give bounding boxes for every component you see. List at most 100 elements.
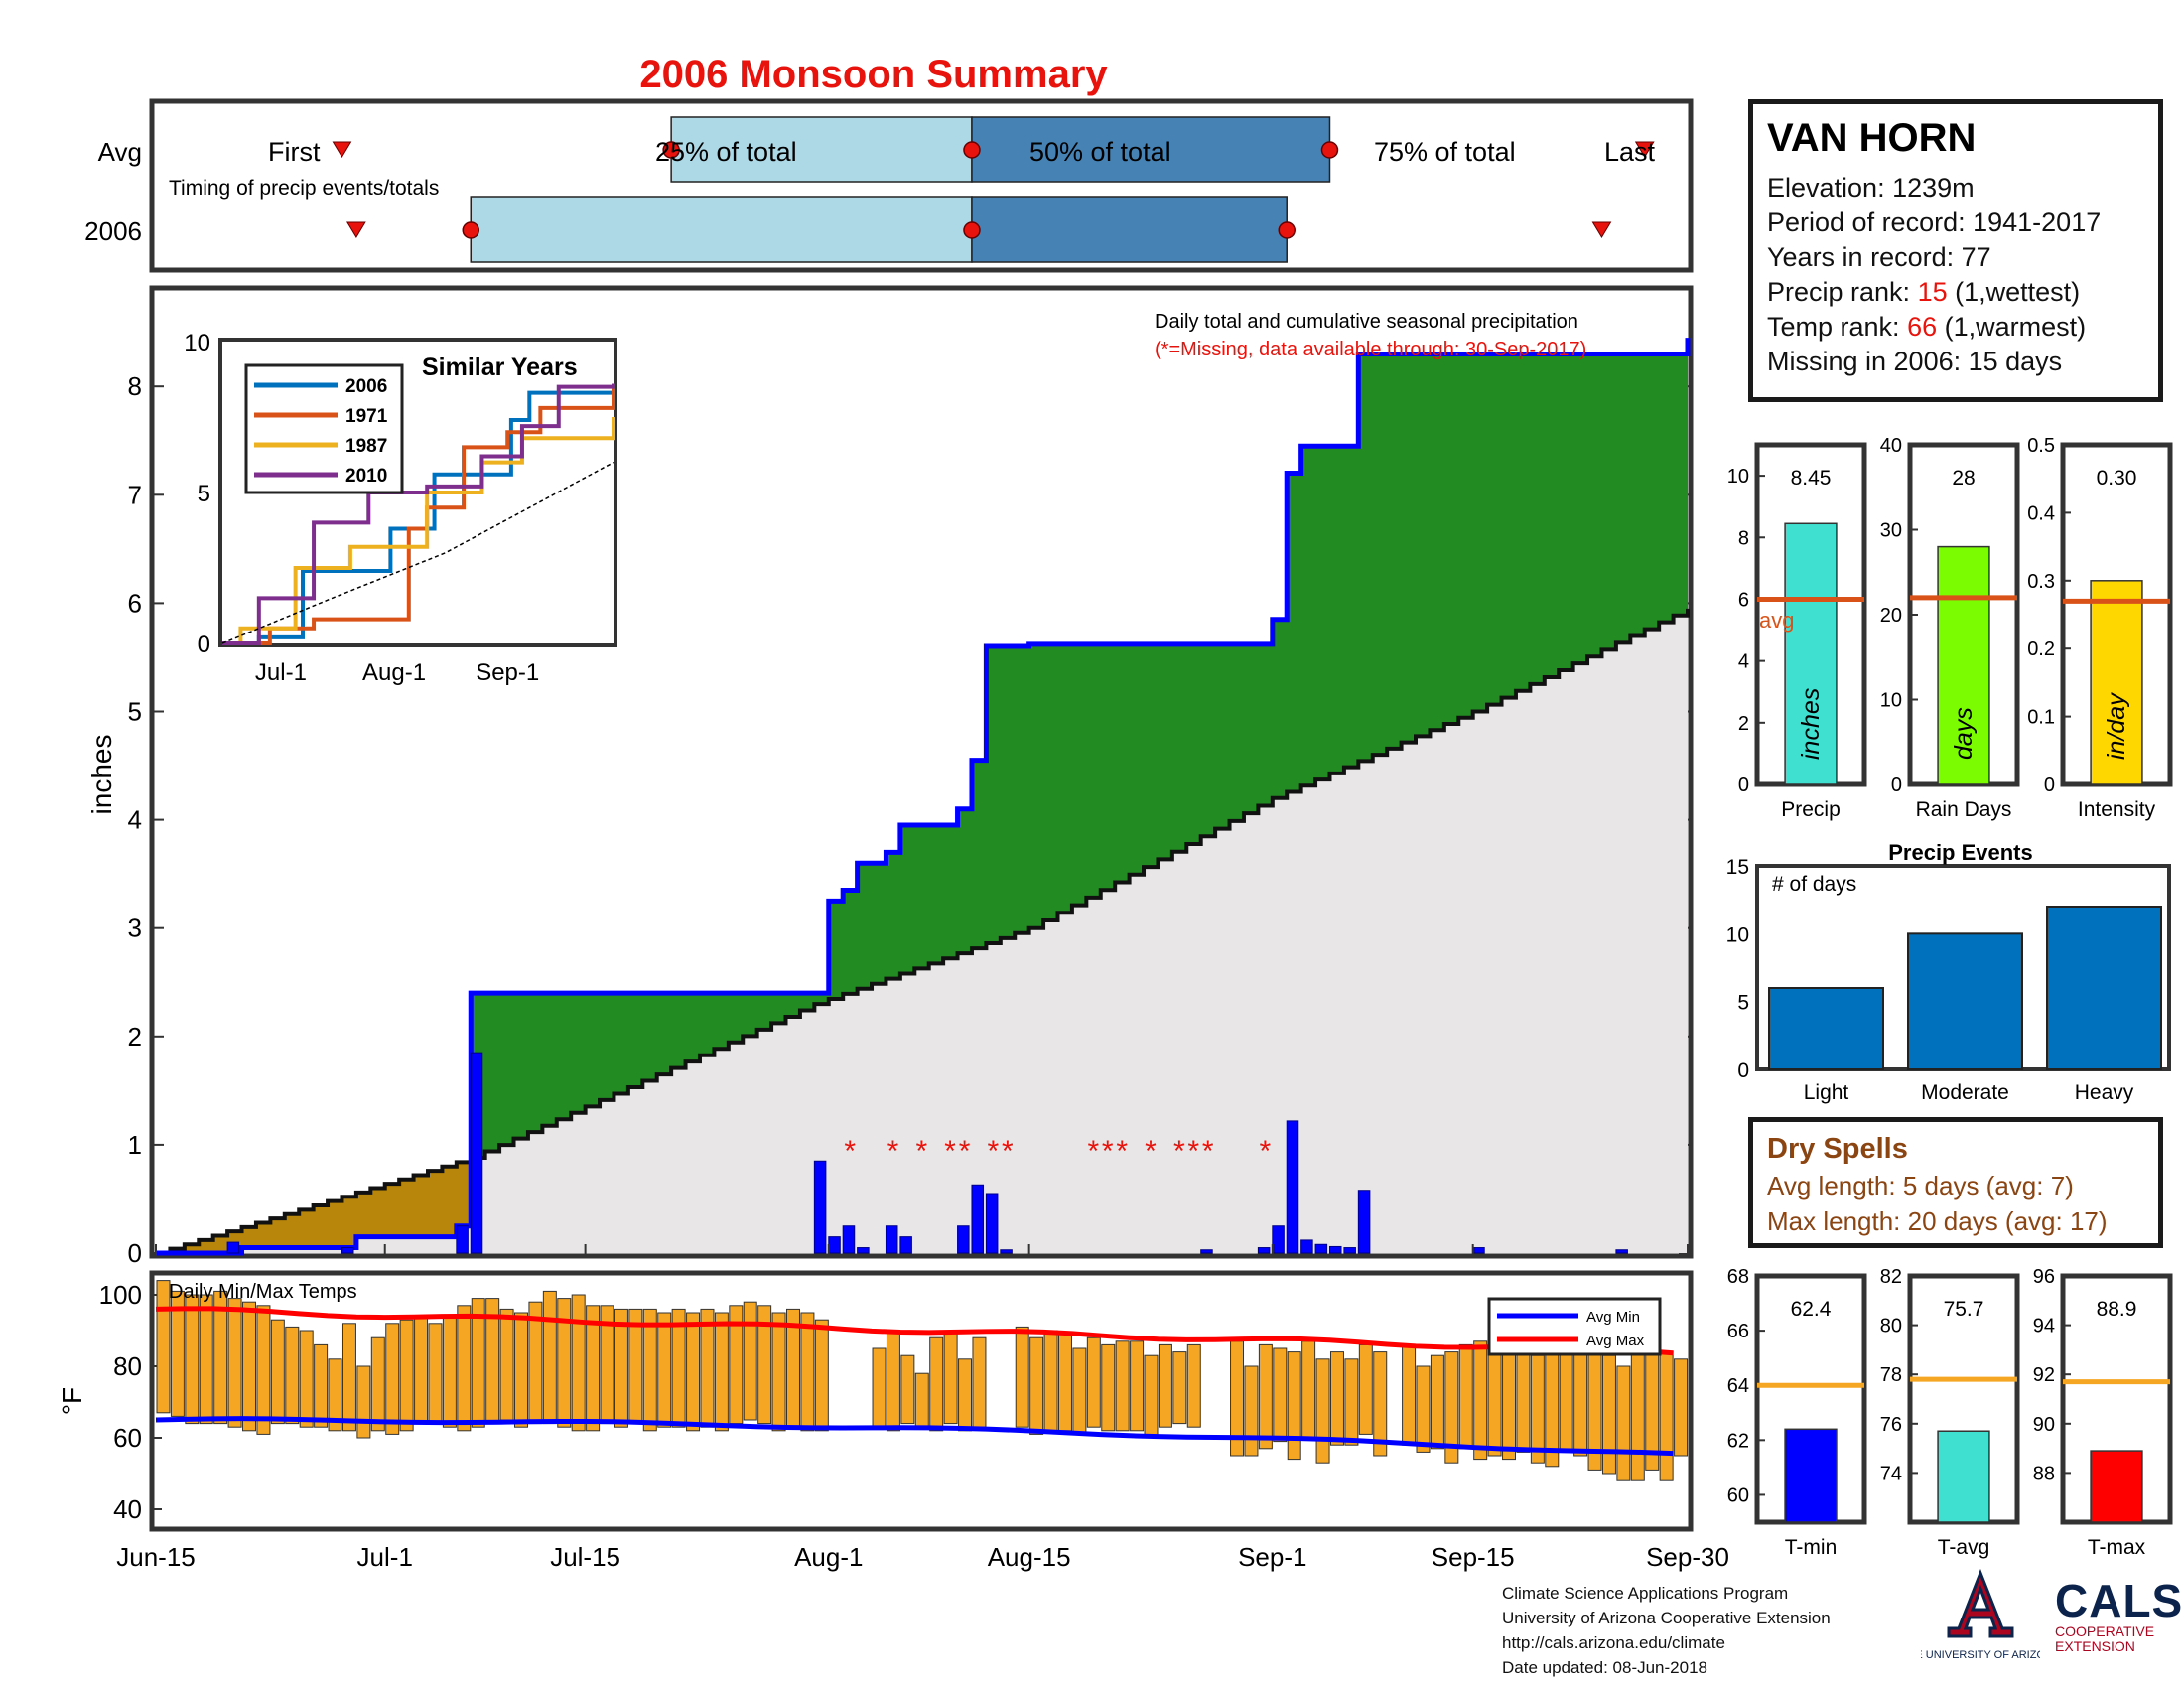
- missing-day-marker: *: [1116, 1135, 1128, 1168]
- timing-dot-year-2: [1278, 221, 1296, 239]
- summary-ytick-label: 60: [1727, 1484, 1749, 1506]
- precip-events-ylabel: # of days: [1772, 873, 1856, 896]
- temp-range-bar: [299, 1330, 314, 1428]
- summary-axis-label: T-avg: [1938, 1536, 1990, 1559]
- precip-events-category-label: Heavy: [2075, 1081, 2134, 1104]
- summary-unit-label: inches: [1797, 688, 1825, 760]
- main-ytick-label: 6: [128, 588, 142, 618]
- timing-dot-avg-2: [1320, 141, 1339, 159]
- inset-ytick-label: 0: [198, 632, 210, 658]
- daily-precip-bar: [1200, 1249, 1213, 1254]
- inset-xtick-label: Aug-1: [362, 659, 426, 686]
- summary-ytick-label: 6: [1738, 589, 1749, 611]
- temp-rank-value: 66: [1907, 312, 1938, 342]
- temp-range-bar: [1502, 1340, 1517, 1461]
- xtick-label: Jul-1: [357, 1542, 413, 1572]
- temp-range-bar: [1144, 1354, 1159, 1439]
- precip-events-category-label: Moderate: [1921, 1081, 2009, 1104]
- temp-range-bar: [1130, 1340, 1145, 1432]
- temp-range-bar: [1659, 1351, 1674, 1481]
- daily-precip-bar: [842, 1225, 856, 1254]
- summary-unit-label: in/day: [2103, 692, 2130, 760]
- timing-p50-label: 50% of total: [1029, 137, 1171, 167]
- daily-precip-bar: [1343, 1247, 1356, 1254]
- temp-range-bar: [714, 1312, 729, 1432]
- daily-precip-bar: [971, 1184, 985, 1254]
- missing-day-marker: *: [944, 1135, 956, 1168]
- similar-years-title: Similar Years: [422, 353, 578, 381]
- temp-ytick-label: 40: [113, 1494, 142, 1524]
- temp-range-bar: [1072, 1347, 1087, 1435]
- timing-p75-label: 75% of total: [1374, 137, 1516, 167]
- temp-range-bar: [900, 1354, 915, 1425]
- timing-triangle-year-0: [346, 221, 366, 238]
- timing-row-year-label: 2006: [84, 216, 142, 246]
- temp-range-bar: [156, 1280, 171, 1414]
- summary-panels: 0 2 4 6 8 10 8.45 Precip inches 0 10 20 30 40 28 Rain D…: [1727, 435, 2173, 821]
- temp-range-bar: [1158, 1343, 1172, 1428]
- temp-range-bar: [356, 1365, 371, 1439]
- summary-axis-label: T-min: [1785, 1536, 1838, 1559]
- temp-range-bar: [1172, 1351, 1187, 1425]
- summary-ytick-label: 0: [1891, 774, 1902, 796]
- temp-chart-ylabel: °F: [57, 1387, 87, 1415]
- temp-range-bar: [557, 1298, 572, 1428]
- daily-precip-bar: [1328, 1245, 1342, 1254]
- temp-range-bar: [700, 1308, 715, 1428]
- summary-ytick-label: 74: [1880, 1463, 1902, 1484]
- temp-range-bar: [1258, 1343, 1273, 1450]
- timing-dot-avg-1: [963, 141, 981, 159]
- summary-ytick-label: 96: [2033, 1266, 2055, 1288]
- precip-events-title: Precip Events: [1888, 840, 2033, 865]
- xtick-label: Sep-1: [1238, 1542, 1306, 1572]
- summary-ytick-label: 80: [1880, 1316, 1902, 1337]
- missing-day-marker: *: [1202, 1135, 1214, 1168]
- inset-xtick-label: Jul-1: [255, 659, 307, 686]
- temp-range-bar: [743, 1301, 757, 1421]
- events-ytick-label: 5: [1737, 992, 1749, 1015]
- precip-rank-prefix: Precip rank:: [1767, 277, 1918, 307]
- summary-ytick-label: 30: [1880, 520, 1902, 542]
- temp-range-bar: [800, 1312, 815, 1432]
- similar-year-line-2006: [222, 388, 615, 645]
- temperature-marks: 40 60 80 100: [99, 1280, 1689, 1524]
- events-ytick-label: 0: [1737, 1059, 1749, 1082]
- ua-logo-text: THE UNIVERSITY OF ARIZONA: [1921, 1649, 2040, 1661]
- main-ytick-label: 3: [128, 914, 142, 943]
- daily-precip-bar: [899, 1236, 912, 1254]
- temp-range-bar: [1244, 1365, 1259, 1457]
- footer-line-4: Date updated: 08-Jun-2018: [1502, 1658, 1707, 1677]
- temp-range-bar: [1545, 1340, 1560, 1468]
- temp-range-bar: [1029, 1336, 1044, 1435]
- missing-day-marker: *: [1187, 1135, 1199, 1168]
- below-average-area: [156, 993, 472, 1253]
- summary-bar: [2090, 580, 2143, 785]
- temp-range-bar: [442, 1316, 457, 1428]
- main-ytick-label: 8: [128, 371, 142, 401]
- footer-line-2: University of Arizona Cooperative Extens…: [1502, 1609, 1831, 1627]
- events-ytick-label: 15: [1726, 856, 1749, 879]
- temp-summary-panel-2: 88 90 92 94 96 88.9 T-max: [2033, 1266, 2173, 1559]
- footer-line-3[interactable]: http://cals.arizona.edu/climate: [1502, 1633, 1725, 1652]
- temp-range-bar: [657, 1312, 672, 1428]
- dry-spells-max: Max length: 20 days (avg: 17): [1767, 1206, 2108, 1236]
- temp-range-bar: [1416, 1365, 1431, 1453]
- missing-day-marker: *: [1145, 1135, 1157, 1168]
- missing-day-marker: *: [1260, 1135, 1272, 1168]
- station-elevation: Elevation: 1239m: [1767, 173, 1975, 203]
- temp-range-bar: [1616, 1365, 1631, 1481]
- temp-range-bar: [227, 1298, 242, 1428]
- temp-range-bar: [385, 1323, 400, 1435]
- dry-spells-title: Dry Spells: [1767, 1133, 1908, 1165]
- timing-caption: Timing of precip events/totals: [169, 177, 439, 200]
- summary-ytick-label: 78: [1880, 1364, 1902, 1386]
- summary-axis-label: Rain Days: [1916, 798, 2012, 821]
- temp-range-bar: [1402, 1343, 1417, 1446]
- temp-range-bar: [642, 1308, 657, 1432]
- timing-triangle-avg-1: [1634, 141, 1655, 158]
- timing-dot-year-0: [462, 221, 480, 239]
- temp-range-bar: [199, 1294, 213, 1425]
- daily-precip-bar: [1286, 1120, 1299, 1254]
- missing-day-marker: *: [1173, 1135, 1185, 1168]
